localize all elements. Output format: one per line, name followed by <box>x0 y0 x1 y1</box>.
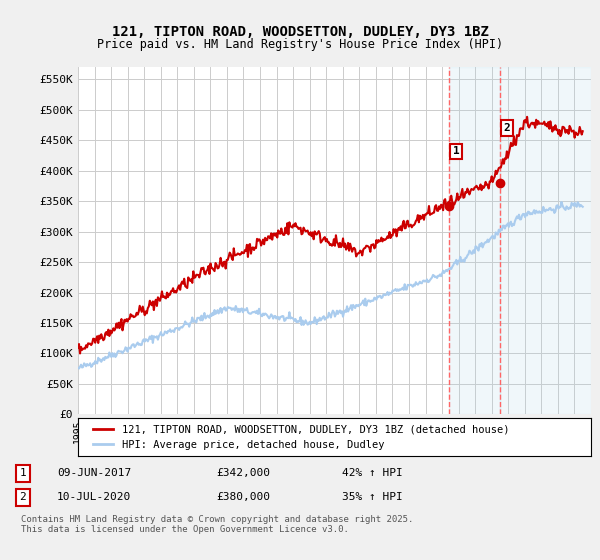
Text: 42% ↑ HPI: 42% ↑ HPI <box>342 468 403 478</box>
Text: 1: 1 <box>452 146 460 156</box>
Text: 09-JUN-2017: 09-JUN-2017 <box>57 468 131 478</box>
Text: Contains HM Land Registry data © Crown copyright and database right 2025.
This d: Contains HM Land Registry data © Crown c… <box>21 515 413 534</box>
Text: Price paid vs. HM Land Registry's House Price Index (HPI): Price paid vs. HM Land Registry's House … <box>97 38 503 50</box>
Text: 35% ↑ HPI: 35% ↑ HPI <box>342 492 403 502</box>
Text: 10-JUL-2020: 10-JUL-2020 <box>57 492 131 502</box>
Text: 2: 2 <box>19 492 26 502</box>
Text: 121, TIPTON ROAD, WOODSETTON, DUDLEY, DY3 1BZ: 121, TIPTON ROAD, WOODSETTON, DUDLEY, DY… <box>112 25 488 39</box>
Text: 1: 1 <box>19 468 26 478</box>
Text: £342,000: £342,000 <box>216 468 270 478</box>
Bar <box>449 67 500 414</box>
Bar <box>500 67 591 414</box>
Legend: 121, TIPTON ROAD, WOODSETTON, DUDLEY, DY3 1BZ (detached house), HPI: Average pri: 121, TIPTON ROAD, WOODSETTON, DUDLEY, DY… <box>88 421 514 454</box>
Text: 2: 2 <box>504 123 511 133</box>
Text: £380,000: £380,000 <box>216 492 270 502</box>
